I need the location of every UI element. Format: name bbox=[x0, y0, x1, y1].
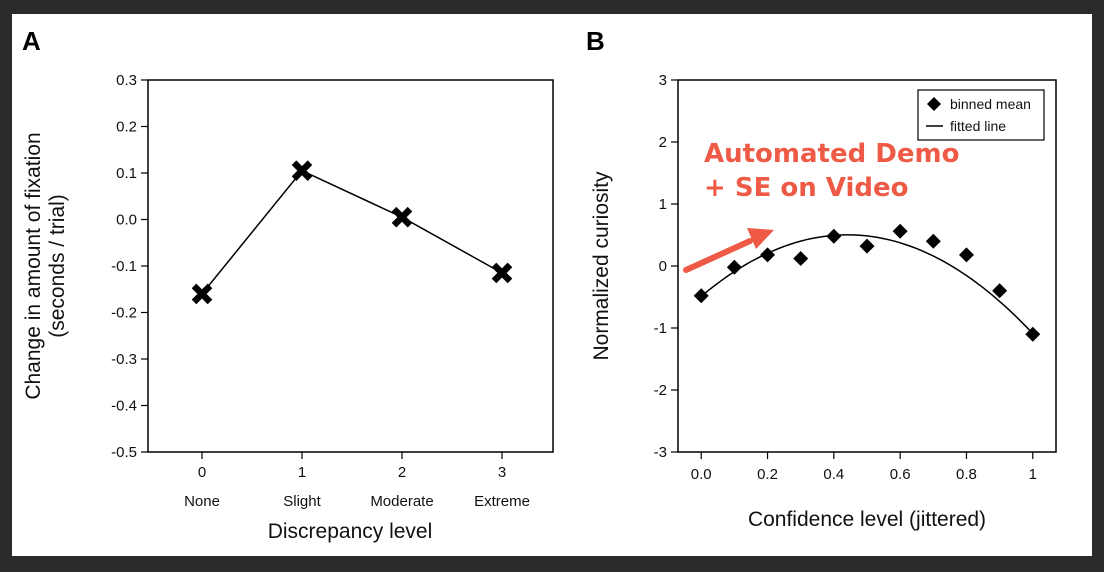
figure-frame: A B 0.3 0.2 0.1 0.0 -0.1 -0.2 -0.3 -0.4 -0.5 0 No… bbox=[12, 14, 1092, 556]
chart-b-point bbox=[826, 228, 842, 244]
chart-b-point bbox=[693, 288, 709, 304]
chart-a-ytick-label: -0.2 bbox=[111, 305, 137, 322]
chart-a-ytick-label: 0.2 bbox=[116, 119, 137, 136]
chart-a-category-label: Extreme bbox=[474, 493, 530, 510]
chart-b-ytick-label: 1 bbox=[659, 196, 667, 213]
chart-a-y-axis: 0.3 0.2 0.1 0.0 -0.1 -0.2 -0.3 -0.4 -0.5 bbox=[111, 72, 148, 461]
legend-fitted-line: fitted line bbox=[950, 118, 1006, 134]
chart-b-xtick-label: 0.4 bbox=[823, 466, 844, 483]
chart-b-xtick-label: 0.6 bbox=[890, 466, 911, 483]
chart-a-point bbox=[391, 206, 413, 228]
chart-a-xtick-label: 3 bbox=[498, 464, 506, 481]
chart-b-ytick-label: 0 bbox=[659, 258, 667, 275]
chart-b-point bbox=[892, 223, 908, 239]
chart-a-frame bbox=[147, 79, 554, 453]
chart-a-ytick-label: 0.1 bbox=[116, 165, 137, 182]
figure-canvas: A B 0.3 0.2 0.1 0.0 -0.1 -0.2 -0.3 -0.4 -0.5 0 No… bbox=[22, 26, 1057, 543]
demo-overlay: Automated Demo + SE on Video bbox=[683, 139, 959, 273]
chart-b-point bbox=[1025, 326, 1041, 342]
panel-label-b: B bbox=[586, 26, 605, 56]
legend-diamond-icon bbox=[927, 97, 941, 111]
chart-b-xtick-label: 0.8 bbox=[956, 466, 977, 483]
overlay-line1: Automated Demo bbox=[704, 139, 959, 169]
chart-a-ytick-label: -0.1 bbox=[111, 258, 137, 275]
chart-b-point bbox=[760, 247, 776, 263]
chart-b-ytick-label: -2 bbox=[654, 382, 667, 399]
chart-a-ytick-label: 0.0 bbox=[116, 212, 137, 229]
chart-b-ytick-label: -1 bbox=[654, 320, 667, 337]
chart-b-point bbox=[859, 238, 875, 254]
chart-a-xtick-label: 0 bbox=[198, 464, 206, 481]
chart-b-ylabel: Normalized curiosity bbox=[590, 171, 613, 361]
chart-a-point bbox=[491, 262, 513, 284]
chart-b-y-axis: 3 2 1 0 -1 -2 -3 bbox=[654, 72, 678, 461]
chart-b-point bbox=[992, 283, 1008, 299]
chart-a-category-label: Slight bbox=[283, 493, 321, 510]
chart-a-xtick-label: 2 bbox=[398, 464, 406, 481]
chart-a-ytick-label: -0.5 bbox=[111, 444, 137, 461]
legend-box bbox=[917, 89, 1045, 141]
chart-a-point bbox=[191, 283, 213, 305]
chart-a-ylabel-line2: (seconds / trial) bbox=[46, 194, 69, 338]
chart-a: 0.3 0.2 0.1 0.0 -0.1 -0.2 -0.3 -0.4 -0.5 0 None 1 S… bbox=[22, 72, 554, 543]
chart-b-point bbox=[726, 259, 742, 275]
chart-a-category-label: None bbox=[184, 493, 220, 510]
chart-b-xtick-label: 0.0 bbox=[691, 466, 712, 483]
chart-a-marks bbox=[191, 160, 513, 305]
chart-a-line bbox=[201, 169, 503, 295]
chart-b-marks bbox=[693, 223, 1041, 342]
panel-label-a: A bbox=[22, 26, 41, 56]
legend-binned-mean: binned mean bbox=[950, 96, 1031, 112]
chart-a-category-label: Moderate bbox=[370, 493, 433, 510]
chart-b-x-axis: 0.0 0.2 0.4 0.6 0.8 1 bbox=[691, 452, 1037, 483]
chart-b-ytick-label: 2 bbox=[659, 134, 667, 151]
chart-a-ytick-label: 0.3 bbox=[116, 72, 137, 89]
chart-b-ytick-label: 3 bbox=[659, 72, 667, 89]
chart-b-xtick-label: 0.2 bbox=[757, 466, 778, 483]
chart-a-ytick-label: -0.4 bbox=[111, 398, 137, 415]
arrow-shaft bbox=[683, 238, 753, 273]
chart-b-point bbox=[793, 251, 809, 267]
chart-a-x-axis: 0 None 1 Slight 2 Moderate 3 Extreme bbox=[184, 452, 530, 510]
chart-b-fit-line bbox=[700, 234, 1034, 335]
arrow-head-icon bbox=[747, 228, 774, 249]
chart-a-xlabel: Discrepancy level bbox=[268, 520, 433, 543]
chart-b-ytick-label: -3 bbox=[654, 444, 667, 461]
chart-b: 3 2 1 0 -1 -2 -3 0.0 0.2 0.4 0.6 0.8 1 Confidence l… bbox=[590, 72, 1057, 531]
chart-b-point bbox=[925, 233, 941, 249]
chart-a-ylabel-line1: Change in amount of fixation bbox=[22, 132, 45, 399]
overlay-line2: + SE on Video bbox=[704, 173, 908, 203]
chart-a-ytick-label: -0.3 bbox=[111, 351, 137, 368]
chart-b-point bbox=[958, 247, 974, 263]
chart-b-xtick-label: 1 bbox=[1029, 466, 1037, 483]
chart-b-legend: binned mean fitted line bbox=[917, 89, 1045, 141]
chart-b-xlabel: Confidence level (jittered) bbox=[748, 508, 986, 531]
chart-a-point bbox=[291, 160, 313, 181]
chart-a-xtick-label: 1 bbox=[298, 464, 306, 481]
